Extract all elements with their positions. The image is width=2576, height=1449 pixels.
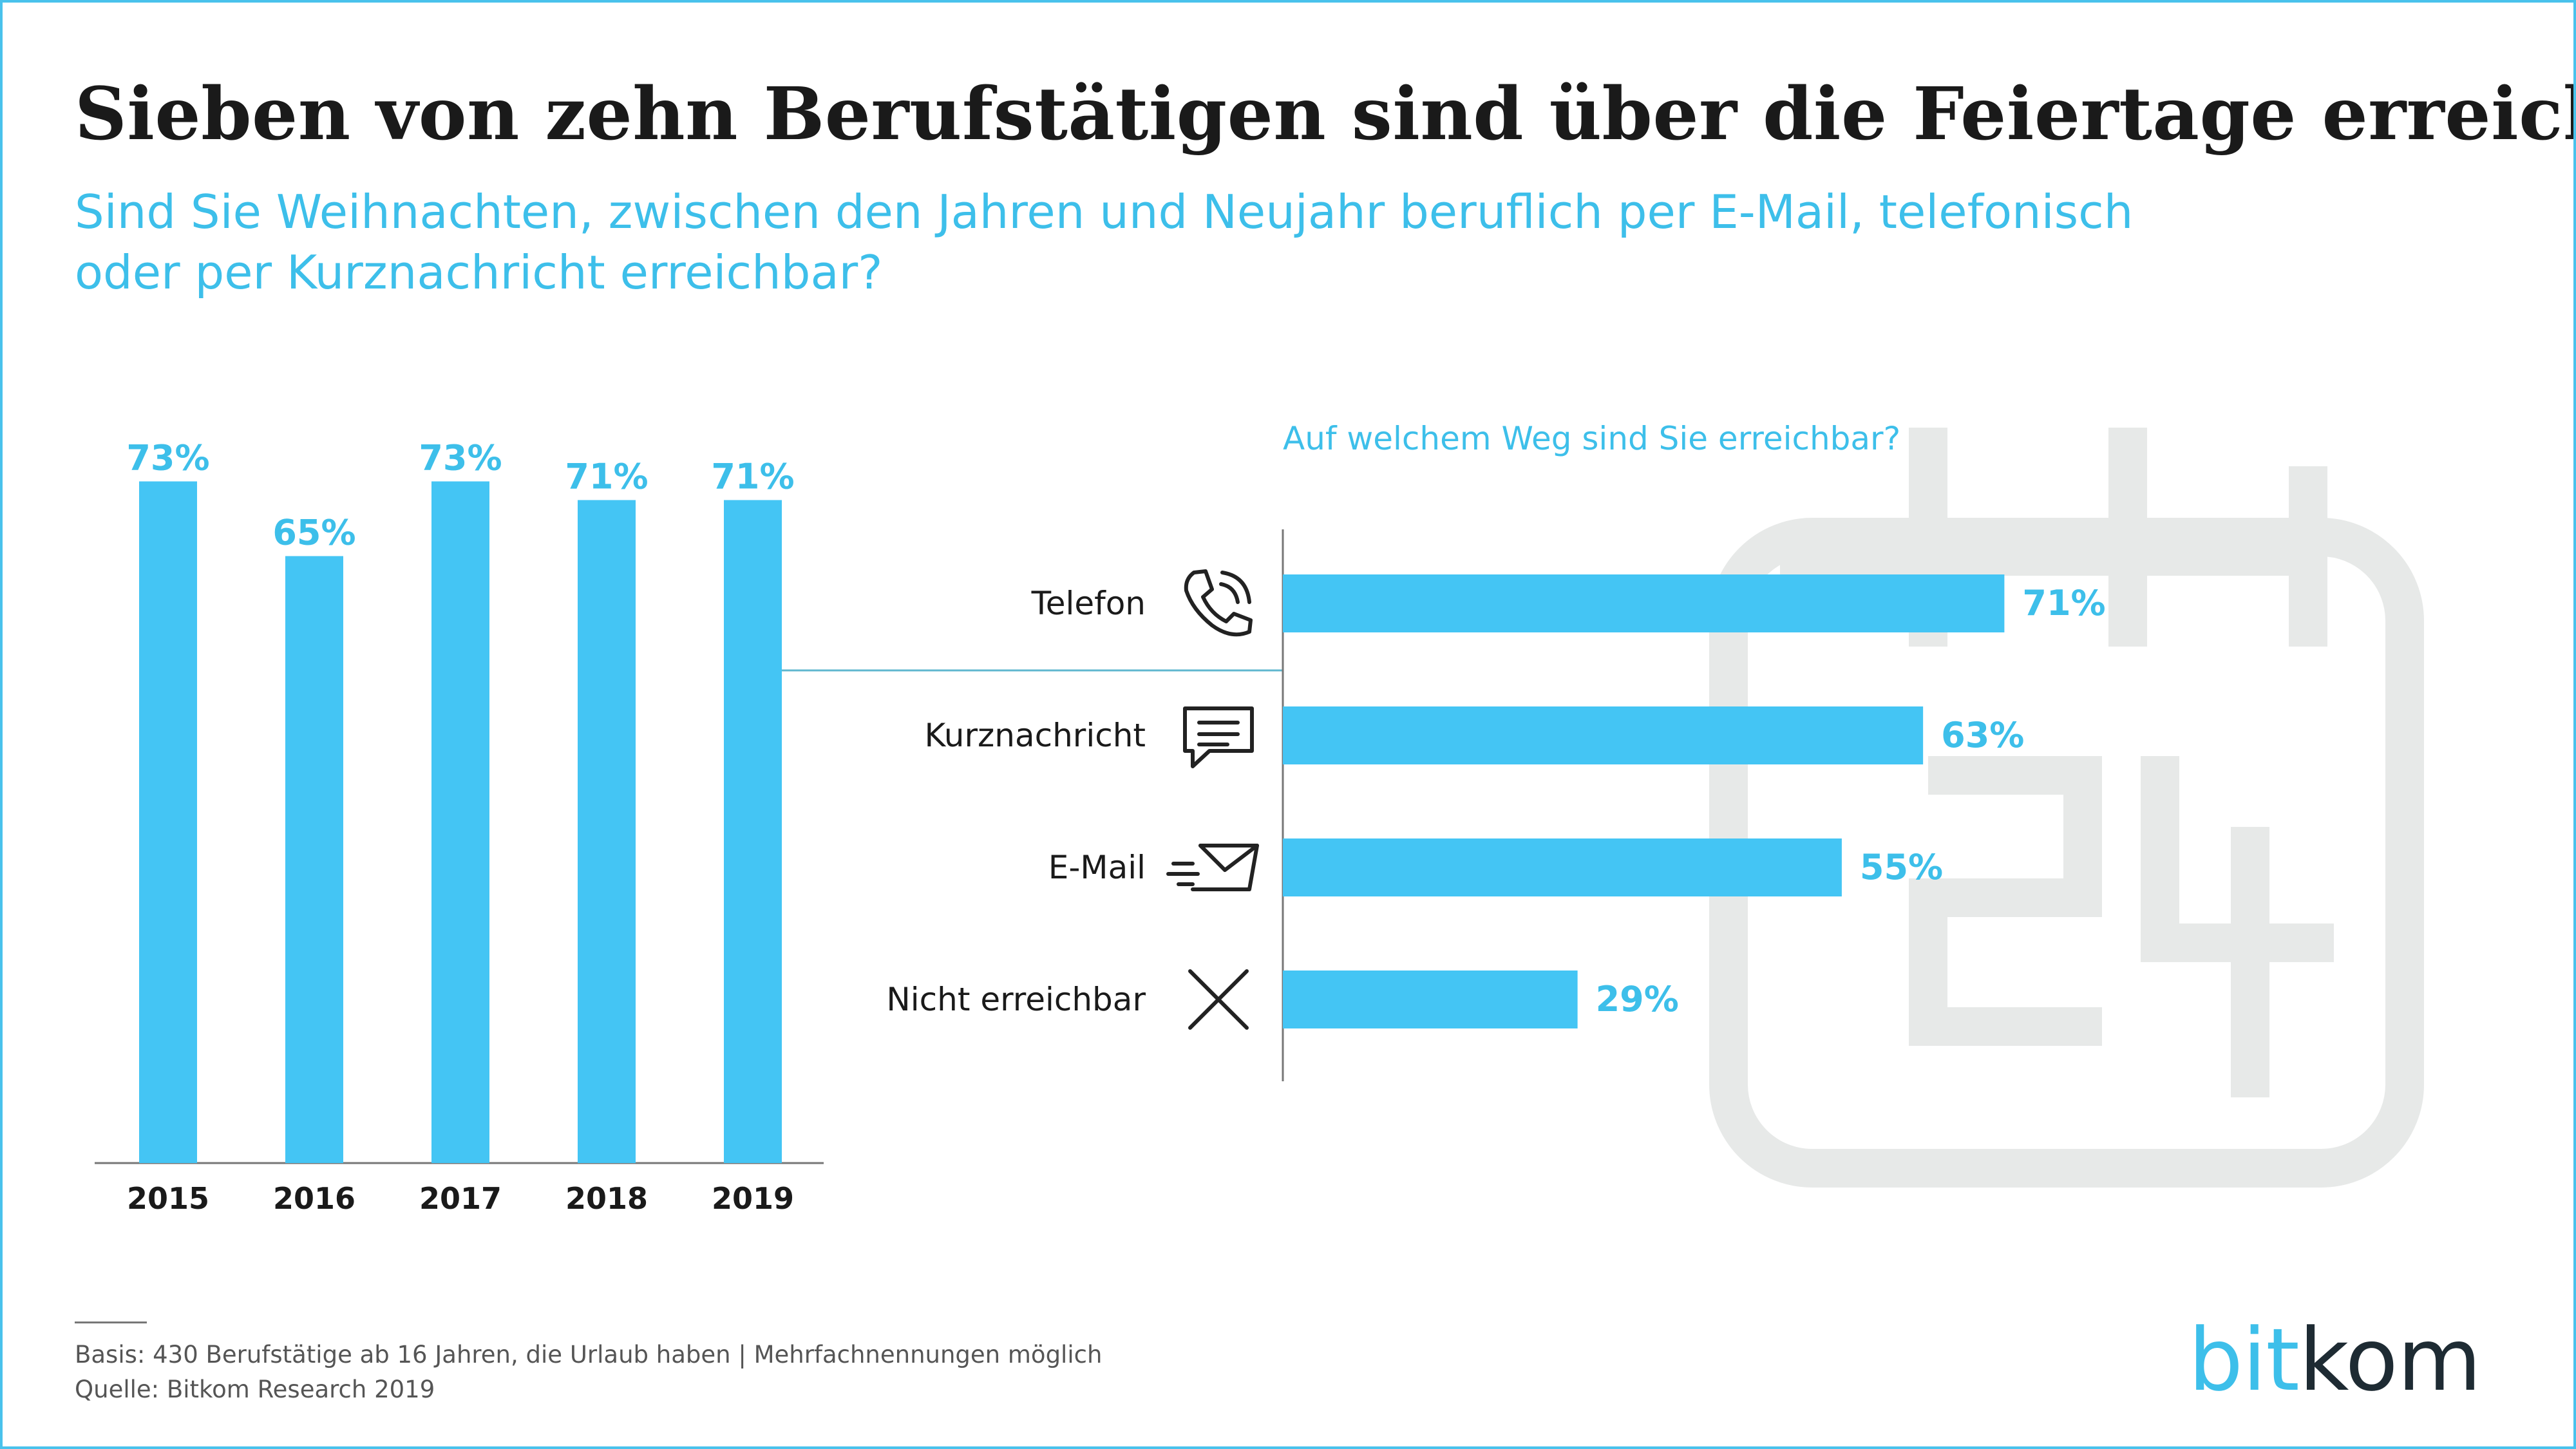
logo-part-kom: kom [2298,1310,2481,1410]
bar-email [1283,838,1842,896]
chart-area: 73% 2015 65% 2016 73% 2017 71% 2018 71% 2019 71% T… [95,428,2424,1216]
signal-wave-small [1219,582,1240,604]
footer-basis: Basis: 430 Berufstätige ab 16 Jahren, di… [75,1341,1103,1368]
signal-wave-large [1220,571,1251,604]
x-tick-label: 2019 [712,1181,794,1216]
bar-message [1283,706,1924,764]
bar-value-label: 55% [1860,847,1943,887]
x-tick-label: 2016 [273,1181,355,1216]
page-title: Sieben von zehn Berufstätigen sind über … [75,72,2576,156]
bar-value-label: 63% [1941,715,2024,755]
category-label: Kurznachricht [924,717,1146,754]
bar-value-label: 65% [272,513,355,553]
bar-value-label: 71% [711,457,794,497]
bar-value-label: 73% [126,438,209,478]
bar-2019 [724,500,782,1163]
bar-2017 [431,481,489,1163]
x-tick-label: 2017 [419,1181,502,1216]
cross-stroke [1188,969,1249,1030]
bar-phone [1283,574,2005,632]
category-label: Nicht erreichbar [886,981,1146,1018]
bar-value-label: 71% [565,457,648,497]
footer: Basis: 430 Berufstätige ab 16 Jahren, di… [75,1338,1102,1407]
envelope-body [1191,844,1259,891]
bar-2015 [139,481,197,1163]
footer-divider [75,1321,147,1323]
message-bubble [1183,706,1254,768]
message-icon [1183,706,1254,768]
bar-value-label: 73% [419,438,502,478]
cross-icon [1188,969,1249,1030]
channel-bar-chart: 71% Telefon 63% Kurznachricht 55% E-Mail 29% Ni… [886,569,2106,1030]
bar-value-label: 71% [2022,583,2105,623]
bar-2016 [285,556,343,1163]
footer-source: Quelle: Bitkom Research 2019 [75,1376,435,1403]
bar-cross [1283,971,1578,1028]
yearly-bar-chart: 73% 2015 65% 2016 73% 2017 71% 2018 71% 2019 [95,438,824,1216]
phone-shape [1184,569,1253,637]
channel-chart-title: Auf welchem Weg sind Sie erreichbar? [1283,420,1901,457]
phone-icon [1184,569,1253,637]
x-tick-label: 2015 [127,1181,209,1216]
bar-2018 [578,500,636,1163]
envelope-flap [1198,844,1259,872]
email-icon [1166,844,1259,891]
subtitle: Sind Sie Weihnachten, zwischen den Jahre… [75,185,2134,299]
category-label: Telefon [1031,585,1146,622]
calendar-24-watermark-icon [1709,428,2424,1188]
logo-part-bit: bit [2188,1310,2300,1410]
x-tick-label: 2018 [565,1181,648,1216]
bitkom-logo: bitkom [2188,1310,2481,1410]
category-label: E-Mail [1048,849,1146,886]
bar-value-label: 29% [1596,979,1679,1019]
